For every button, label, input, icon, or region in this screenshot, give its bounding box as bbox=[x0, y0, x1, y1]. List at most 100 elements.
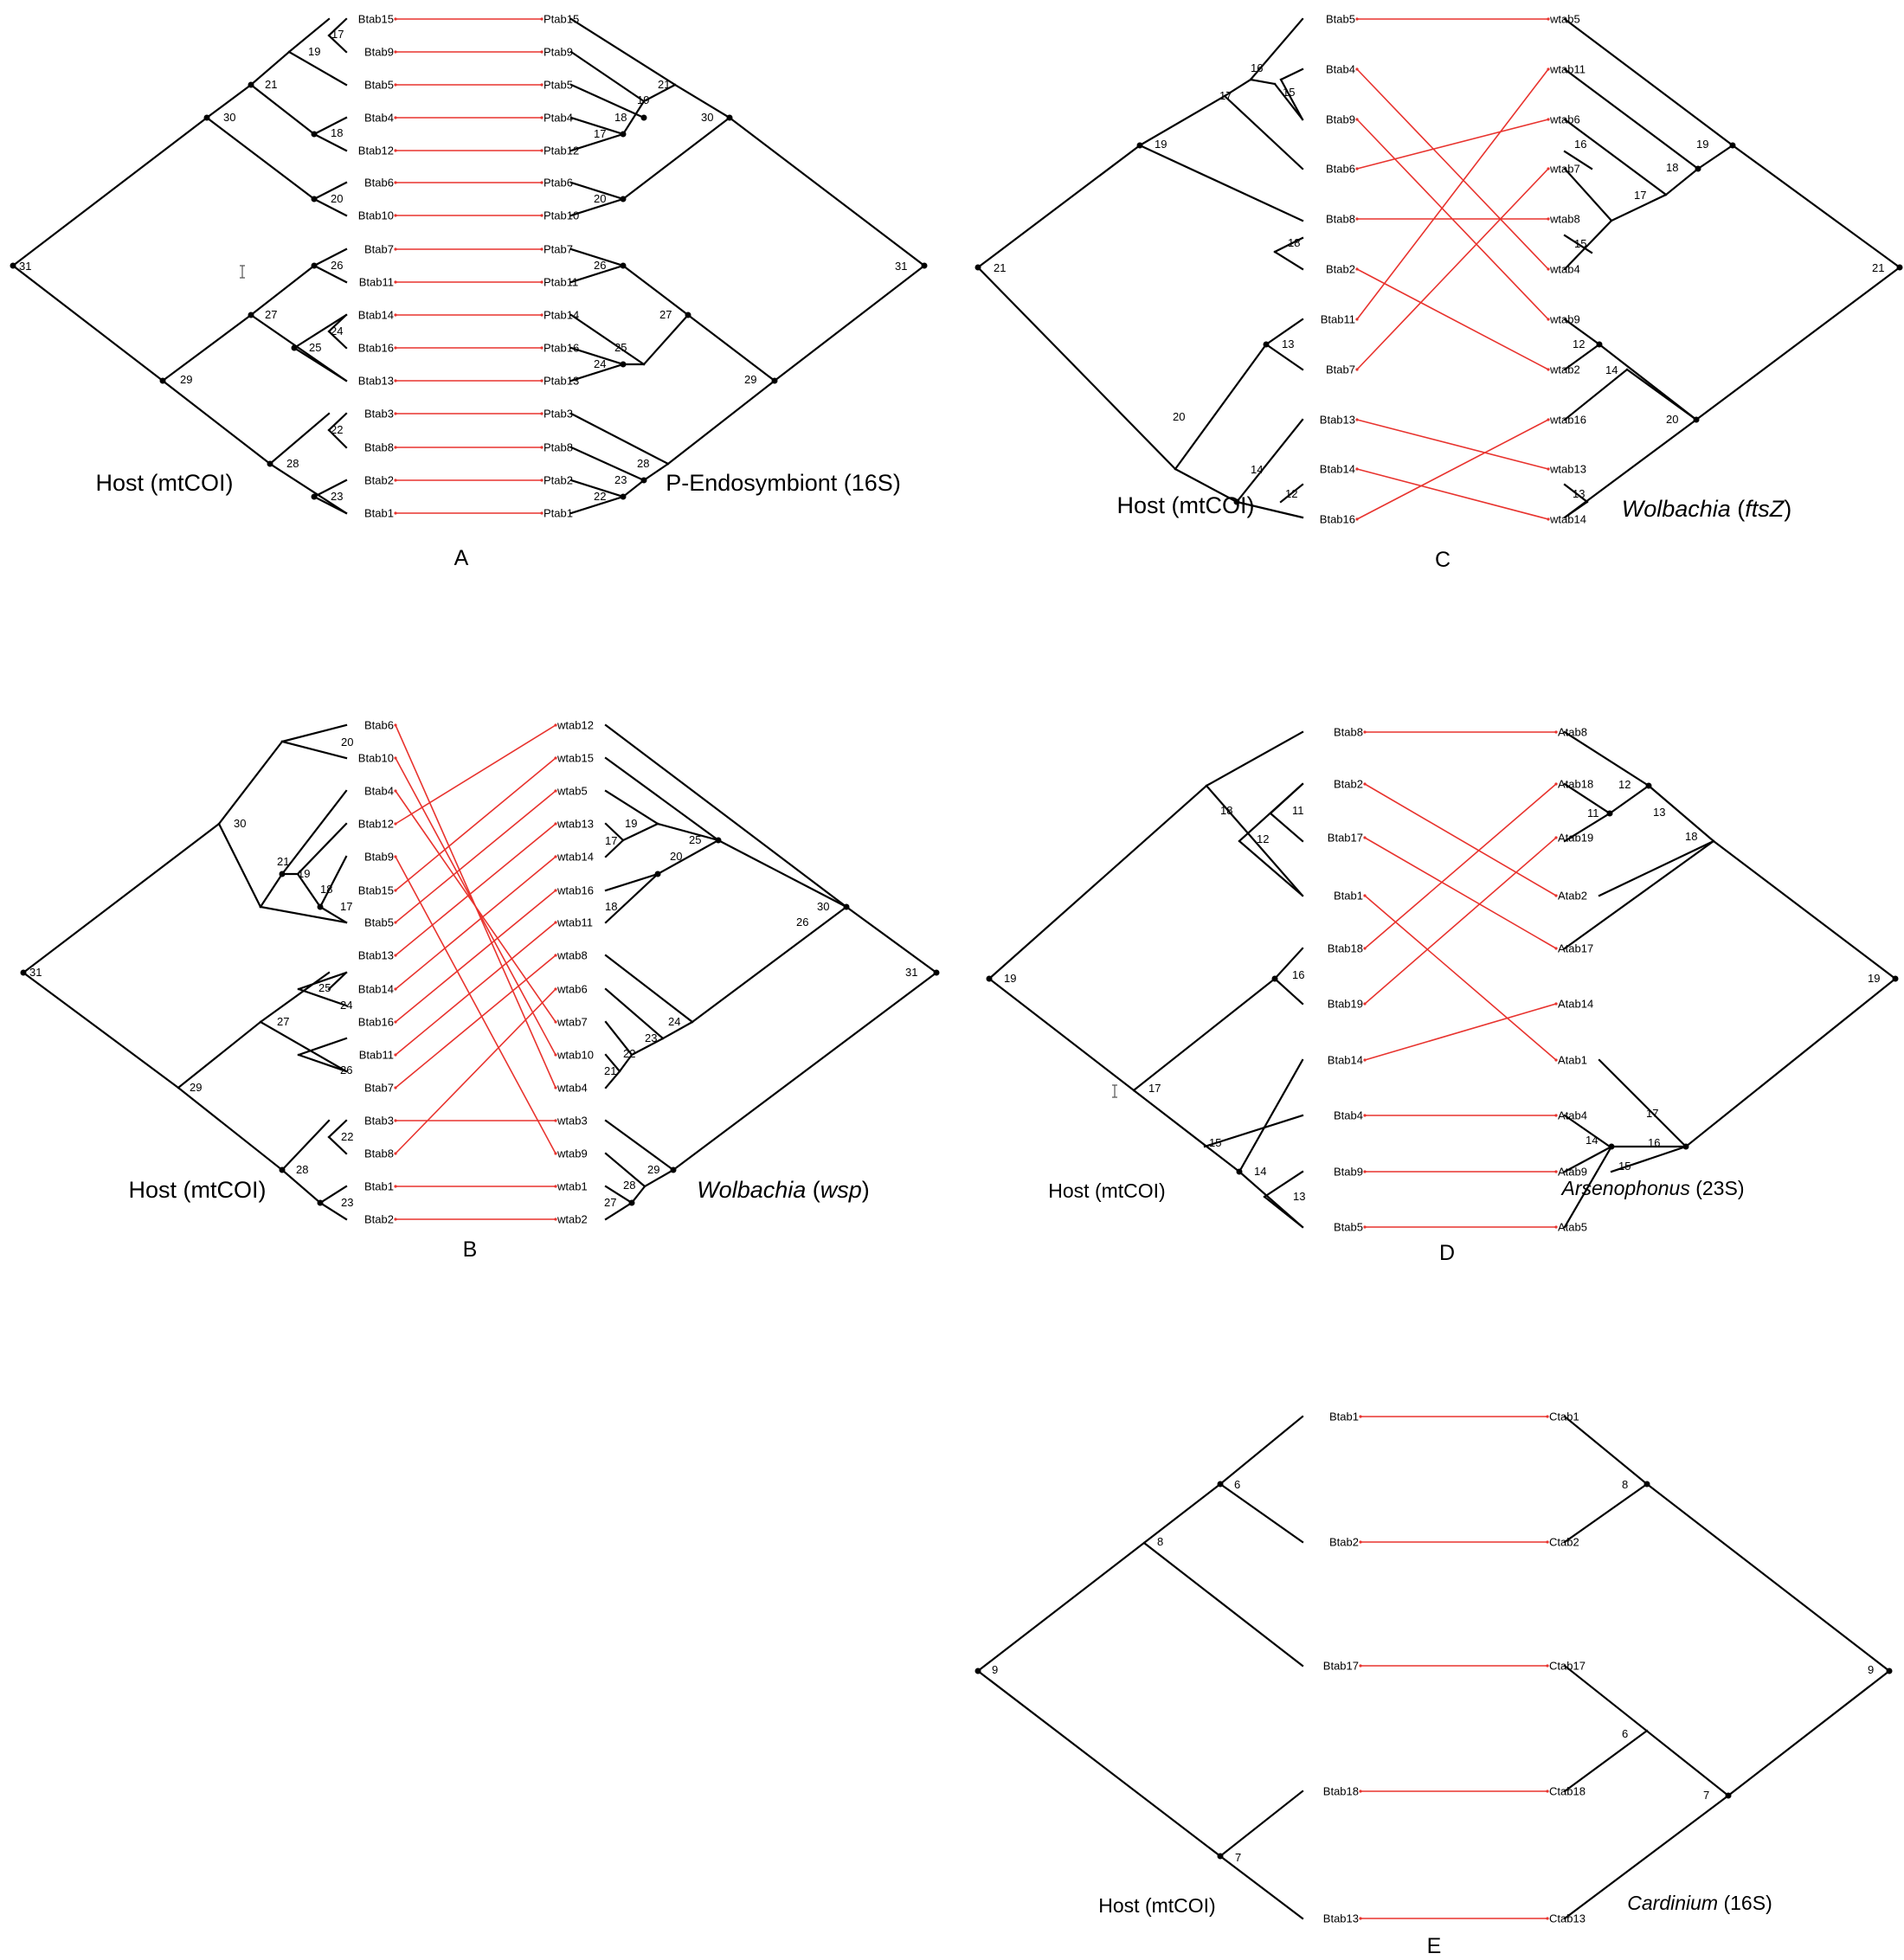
tree-node-dot bbox=[1217, 1853, 1224, 1860]
symbiont-leaf-label: Ptab11 bbox=[544, 276, 578, 289]
tree-branch bbox=[569, 50, 646, 103]
symbiont-leaf-label: wtab4 bbox=[556, 1082, 588, 1095]
host-node-number: 8 bbox=[1157, 1535, 1163, 1548]
tree-branch bbox=[296, 822, 348, 876]
panel-a: Btab15 Btab9 Btab5 Btab4 Btab12 Btab6 Btab10 Bt… bbox=[10, 13, 928, 570]
link-end bbox=[1547, 217, 1550, 221]
association-line bbox=[395, 790, 556, 1023]
tree-branch bbox=[976, 144, 1142, 269]
symbiont-node-number: 24 bbox=[668, 1015, 680, 1028]
text-cursor-icon bbox=[1112, 1084, 1117, 1098]
tree-branch bbox=[1563, 234, 1593, 254]
tree-branch bbox=[327, 17, 348, 37]
host-node-number: 24 bbox=[331, 325, 343, 337]
link-end bbox=[1363, 782, 1367, 786]
tree-branch bbox=[312, 247, 348, 267]
tree-branch bbox=[327, 428, 348, 449]
tree-node-dot bbox=[670, 1166, 677, 1173]
association-line bbox=[395, 856, 556, 1154]
tree-branch bbox=[280, 1119, 331, 1172]
tree-node-dot bbox=[1643, 1481, 1650, 1488]
link-end bbox=[394, 247, 397, 251]
link-end bbox=[394, 889, 397, 892]
tree-branch bbox=[11, 116, 209, 267]
symbiont-node-number: 19 bbox=[637, 93, 649, 106]
link-end bbox=[394, 723, 397, 727]
link-end bbox=[1554, 1225, 1558, 1229]
symbiont-leaf-label: wtab9 bbox=[556, 1147, 588, 1160]
host-node-number: 20 bbox=[1173, 410, 1185, 423]
symbiont-leaf-label: Ptab13 bbox=[544, 375, 579, 388]
link-end bbox=[554, 1185, 557, 1188]
symbiont-leaf-label: Ptab12 bbox=[544, 145, 579, 157]
link-end bbox=[554, 822, 557, 826]
tree-branch bbox=[604, 789, 659, 826]
tree-node-dot bbox=[279, 871, 286, 877]
symbiont-node-number: 15 bbox=[1618, 1160, 1631, 1173]
host-node-number: 28 bbox=[296, 1163, 308, 1176]
tree-node-dot bbox=[311, 196, 318, 202]
host-node-number: 18 bbox=[1220, 804, 1232, 817]
link-end bbox=[554, 1152, 557, 1155]
tree-node-dot bbox=[640, 477, 647, 484]
symbiont-leaf-label: Atab2 bbox=[1558, 890, 1587, 903]
symbiont-node-number: 18 bbox=[614, 111, 627, 124]
symbiont-label-part: ( bbox=[1731, 496, 1746, 522]
symbiont-leaf-labels: Ctab1 Ctab2 Ctab17 Ctab18 Ctab13 bbox=[1549, 1411, 1586, 1925]
host-node-number: 27 bbox=[265, 308, 277, 321]
tree-branch bbox=[312, 132, 348, 152]
tree-branch bbox=[976, 266, 1177, 471]
tree-branch bbox=[318, 1185, 348, 1205]
link-end bbox=[1546, 1540, 1549, 1544]
link-end bbox=[554, 1053, 557, 1057]
host-leaf-labels: Btab15 Btab9 Btab5 Btab4 Btab12 Btab6 Btab10 Bt… bbox=[358, 13, 394, 520]
tree-node-dot bbox=[620, 493, 627, 500]
tree-branch bbox=[1249, 17, 1304, 81]
tree-branch bbox=[1563, 318, 1601, 346]
tree-branch bbox=[1598, 839, 1715, 897]
tree-branch bbox=[1263, 1195, 1304, 1229]
tree-branch bbox=[1263, 1170, 1304, 1198]
symbiont-leaf-label: wtab15 bbox=[556, 752, 594, 765]
symbiont-tree bbox=[1563, 730, 1899, 1229]
host-node-number: 19 bbox=[298, 867, 310, 880]
symbiont-leaf-label: wtab12 bbox=[556, 719, 594, 732]
link-end bbox=[1554, 836, 1558, 839]
tree-branch bbox=[1273, 947, 1304, 980]
tree-branch bbox=[773, 264, 926, 382]
host-leaf-label: Btab16 bbox=[1320, 513, 1355, 526]
link-end bbox=[394, 50, 397, 54]
host-leaf-label: Btab12 bbox=[358, 145, 394, 157]
link-end bbox=[394, 116, 397, 119]
tree-branch bbox=[312, 495, 348, 515]
tree-branch bbox=[1219, 1482, 1304, 1544]
association-line bbox=[395, 988, 556, 1154]
tree-branch bbox=[312, 479, 348, 498]
tree-branch bbox=[1563, 839, 1715, 950]
symbiont-leaf-label: Atab8 bbox=[1558, 726, 1587, 739]
tree-branch bbox=[1610, 1145, 1688, 1173]
tree-branch bbox=[604, 723, 848, 909]
host-leaf-label: Btab5 bbox=[364, 79, 394, 92]
link-end bbox=[1355, 318, 1359, 321]
host-node-number: 18 bbox=[1288, 236, 1300, 249]
tree-branch bbox=[22, 822, 221, 974]
tree-node-dot bbox=[1136, 142, 1143, 149]
link-end bbox=[1547, 17, 1550, 21]
host-node-number: 26 bbox=[331, 259, 343, 272]
symbiont-label-part: ) bbox=[1784, 496, 1791, 522]
link-end bbox=[394, 1020, 397, 1024]
symbiont-leaf-label: wtab1 bbox=[556, 1180, 588, 1193]
tree-node-dot bbox=[1596, 341, 1603, 348]
link-end bbox=[394, 1053, 397, 1057]
tree-branch bbox=[1249, 78, 1277, 86]
symbiont-label-part: ftsZ bbox=[1745, 496, 1785, 522]
symbiont-leaf-label: wtab2 bbox=[556, 1213, 588, 1226]
tree-branch bbox=[297, 1053, 348, 1073]
tree-branch bbox=[728, 116, 926, 267]
host-leaf-label: Btab11 bbox=[359, 276, 394, 289]
symbiont-leaf-label: Atab1 bbox=[1558, 1054, 1587, 1067]
tree-branch bbox=[1223, 94, 1304, 170]
host-leaf-label: Btab2 bbox=[1329, 1536, 1359, 1549]
